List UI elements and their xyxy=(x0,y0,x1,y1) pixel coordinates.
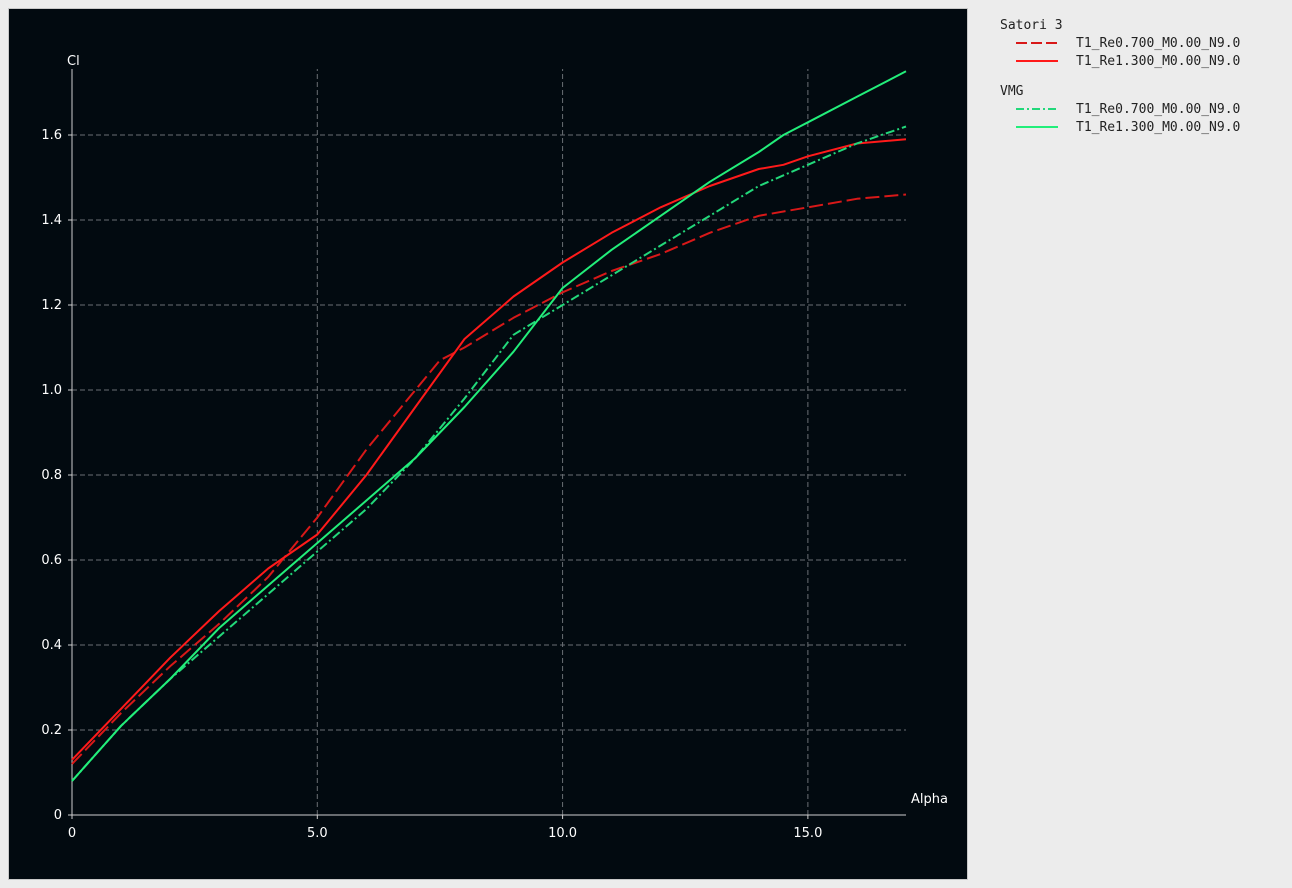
legend-item[interactable]: T1_Re1.300_M0.00_N9.0 xyxy=(1000,118,1285,136)
y-tick-label: 1.6 xyxy=(41,128,62,143)
series-line-1-1 xyxy=(71,193,907,765)
y-tick-label: 0.6 xyxy=(41,553,62,568)
legend-swatch xyxy=(1016,122,1058,132)
legend-group-title: VMG xyxy=(1000,84,1024,99)
legend-swatch xyxy=(1016,38,1058,48)
series-line-2-1 xyxy=(71,125,907,782)
legend-swatch xyxy=(1016,56,1058,66)
legend-label: T1_Re0.700_M0.00_N9.0 xyxy=(1076,101,1241,117)
legend-label: T1_Re1.300_M0.00_N9.0 xyxy=(1076,53,1241,69)
legend-group: VMG T1_Re0.700_M0.00_N9.0 T1_Re1.300_M0.00… xyxy=(1000,84,1285,136)
x-tick-label: 0 xyxy=(68,826,76,841)
legend-swatch xyxy=(1016,104,1058,114)
legend-group-title: Satori 3 xyxy=(1000,18,1063,33)
legend-label: T1_Re1.300_M0.00_N9.0 xyxy=(1076,119,1241,135)
y-tick-label: 0.4 xyxy=(41,638,62,653)
legend: Satori 3 T1_Re0.700_M0.00_N9.0 T1_Re1.300_… xyxy=(1000,18,1285,150)
y-tick-label: 1.4 xyxy=(41,213,62,228)
y-tick-label: 1.0 xyxy=(41,383,62,398)
line-chart: 0 0.2 0.4 0.6 0.8 1.0 1.2 1.4 1.6 0 5.0 10.0 15.0 Al… xyxy=(41,54,948,841)
plot-area[interactable]: 0 0.2 0.4 0.6 0.8 1.0 1.2 1.4 1.6 0 5.0 10.0 15.0 Al… xyxy=(8,8,968,880)
y-tick-label: 0 xyxy=(54,808,62,823)
y-axis-label: Cl xyxy=(67,54,80,69)
y-tick-label: 1.2 xyxy=(41,298,62,313)
legend-item[interactable]: T1_Re0.700_M0.00_N9.0 xyxy=(1000,100,1285,118)
grid xyxy=(72,69,906,815)
x-tick-label: 15.0 xyxy=(793,826,822,841)
series-line-1-2 xyxy=(71,138,907,761)
series-line-2-2 xyxy=(71,70,907,782)
legend-label: T1_Re0.700_M0.00_N9.0 xyxy=(1076,35,1241,51)
axes: 0 0.2 0.4 0.6 0.8 1.0 1.2 1.4 1.6 0 5.0 10.0 15.0 xyxy=(41,69,906,841)
legend-item[interactable]: T1_Re1.300_M0.00_N9.0 xyxy=(1000,52,1285,70)
y-tick-label: 0.2 xyxy=(41,723,62,738)
legend-group: Satori 3 T1_Re0.700_M0.00_N9.0 T1_Re1.300_… xyxy=(1000,18,1285,70)
series-group xyxy=(71,70,907,782)
legend-item[interactable]: T1_Re0.700_M0.00_N9.0 xyxy=(1000,34,1285,52)
x-tick-label: 5.0 xyxy=(307,826,328,841)
x-axis-label: Alpha xyxy=(911,792,948,807)
x-tick-label: 10.0 xyxy=(548,826,577,841)
y-tick-label: 0.8 xyxy=(41,468,62,483)
